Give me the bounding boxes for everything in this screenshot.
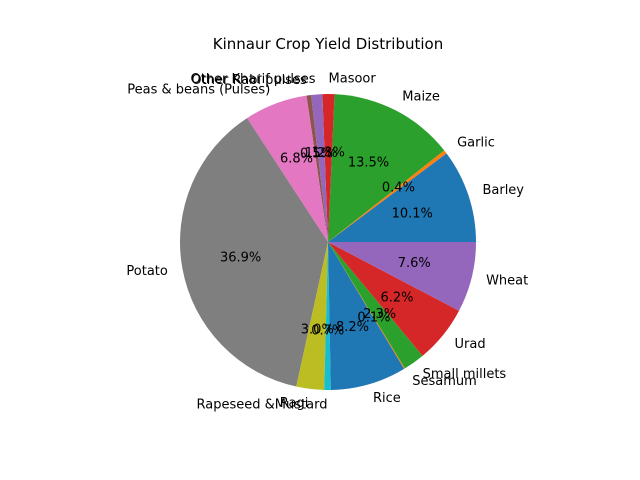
percent-label-urad: 6.2%	[381, 290, 414, 305]
percent-label-rapeseed-mustard: 0.7%	[311, 323, 344, 338]
percent-label-peas-beans-pulses: 6.8%	[280, 151, 313, 166]
pie-slice-maize	[328, 94, 445, 242]
pie-slice-wheat	[328, 242, 476, 311]
category-label-maize: Maize	[402, 90, 440, 105]
percent-label-potato: 36.9%	[220, 251, 261, 266]
category-label-urad: Urad	[455, 337, 486, 352]
chart-title: Kinnaur Crop Yield Distribution	[213, 35, 443, 53]
category-label-garlic: Garlic	[457, 135, 495, 150]
pie-slice-sesamum	[328, 242, 405, 369]
percent-label-sesamum: 0.1%	[357, 310, 390, 325]
pie-percent-labels: 10.1%0.4%13.5%1.3%1.2%0.5%6.8%36.9%3.0%0…	[220, 146, 433, 339]
percent-label-small-millets: 2.3%	[363, 307, 396, 322]
percent-label-rice: 8.2%	[336, 320, 369, 335]
category-label-rice: Rice	[373, 391, 401, 406]
pie-wedges	[180, 94, 476, 390]
percent-label-barley: 10.1%	[392, 206, 433, 221]
category-label-other-kharif-pulses: Other Kharif pulses	[190, 72, 315, 87]
category-label-rapeseed-mustard: Rapeseed &Mustard	[197, 397, 328, 412]
percent-label-other-rabi-pulses: 0.5%	[300, 146, 333, 161]
pie-slice-other-kharif-pulses	[311, 94, 328, 242]
percent-label-masoor: 1.3%	[312, 146, 345, 161]
percent-label-ragi: 3.0%	[301, 323, 334, 338]
percent-label-wheat: 7.6%	[398, 256, 431, 271]
pie-slice-rice	[328, 242, 405, 390]
percent-label-maize: 13.5%	[348, 155, 389, 170]
pie-slice-other-rabi-pulses	[306, 94, 328, 243]
pie-slice-ragi	[296, 242, 328, 390]
category-label-masoor: Masoor	[329, 72, 377, 87]
percent-label-other-kharif-pulses: 1.2%	[305, 146, 338, 161]
category-label-other-rabi-pulses: Other Rabi pulses	[191, 73, 307, 88]
category-label-sesamum: Sesamum	[412, 374, 477, 389]
pie-slice-urad	[328, 242, 460, 356]
category-label-ragi: Ragi	[280, 396, 309, 411]
category-label-wheat: Wheat	[486, 273, 528, 288]
category-label-peas-beans-pulses: Peas & beans (Pulses)	[127, 82, 270, 97]
pie-slice-small-millets	[328, 242, 423, 369]
percent-label-garlic: 0.4%	[382, 180, 415, 195]
pie-category-labels: Barley Garlic Maize Masoor Other Kharif puls…	[126, 72, 528, 413]
pie-slice-rapeseed-mustard	[324, 242, 331, 390]
category-label-barley: Barley	[482, 183, 524, 198]
category-label-potato: Potato	[126, 264, 167, 279]
pie-slice-peas-beans-pulses	[247, 95, 328, 242]
pie-slice-masoor	[322, 94, 335, 243]
category-label-small-millets: Small millets	[423, 367, 507, 382]
pie-slice-barley	[328, 153, 476, 242]
pie-slice-potato	[180, 118, 328, 387]
pie-slice-garlic	[328, 150, 447, 242]
